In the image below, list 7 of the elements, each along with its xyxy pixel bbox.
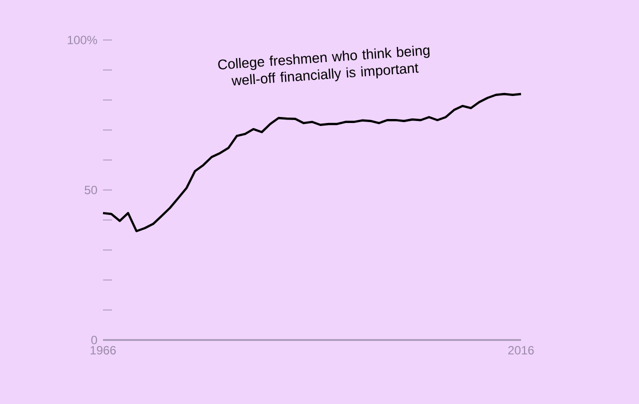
text: College freshmen who think being well-off financially is important bbox=[218, 46, 430, 86]
y-tick-label: 100% bbox=[68, 36, 98, 44]
x-tick-label: 2016 bbox=[508, 346, 534, 354]
y-tick-label: 50 bbox=[84, 186, 98, 194]
line-series bbox=[102, 92, 522, 232]
x-tick-label: 1966 bbox=[90, 346, 116, 354]
y-tick-label: 0 bbox=[91, 336, 98, 344]
